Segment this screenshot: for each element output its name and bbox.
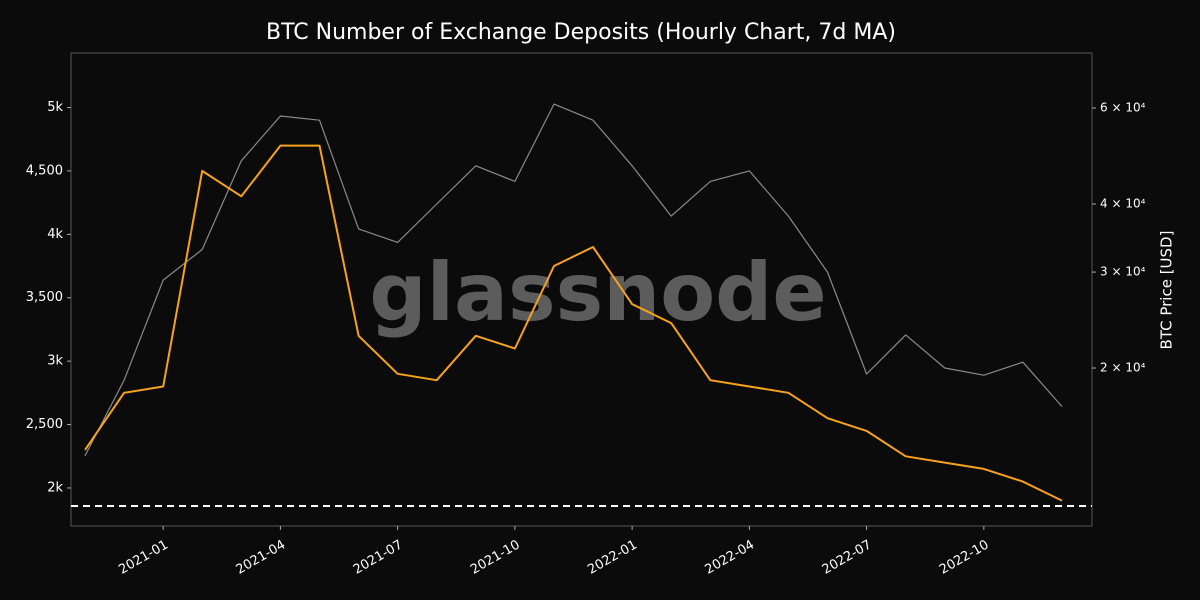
y-tick-label: 4k	[47, 227, 63, 242]
y-tick-label: 5k	[47, 100, 63, 115]
y-tick-label: 3,500	[26, 290, 63, 305]
watermark: glassnode	[369, 246, 826, 339]
y-tick-label: 2,500	[26, 417, 63, 432]
y2-tick-label: 3 × 10⁴	[1100, 265, 1146, 279]
chart-title: BTC Number of Exchange Deposits (Hourly …	[266, 20, 896, 45]
y2-axis-label: BTC Price [USD]	[1158, 231, 1176, 350]
y2-tick-label: 6 × 10⁴	[1100, 101, 1146, 115]
y-tick-label: 4,500	[26, 163, 63, 178]
y-tick-label: 3k	[47, 354, 63, 369]
plot-frame	[70, 52, 1093, 527]
series-line	[84, 144, 1063, 502]
y-tick-label: 2k	[47, 480, 63, 495]
y2-tick-label: 2 × 10⁴	[1100, 361, 1146, 375]
series-line	[84, 103, 1063, 457]
y2-tick-label: 4 × 10⁴	[1100, 196, 1146, 210]
